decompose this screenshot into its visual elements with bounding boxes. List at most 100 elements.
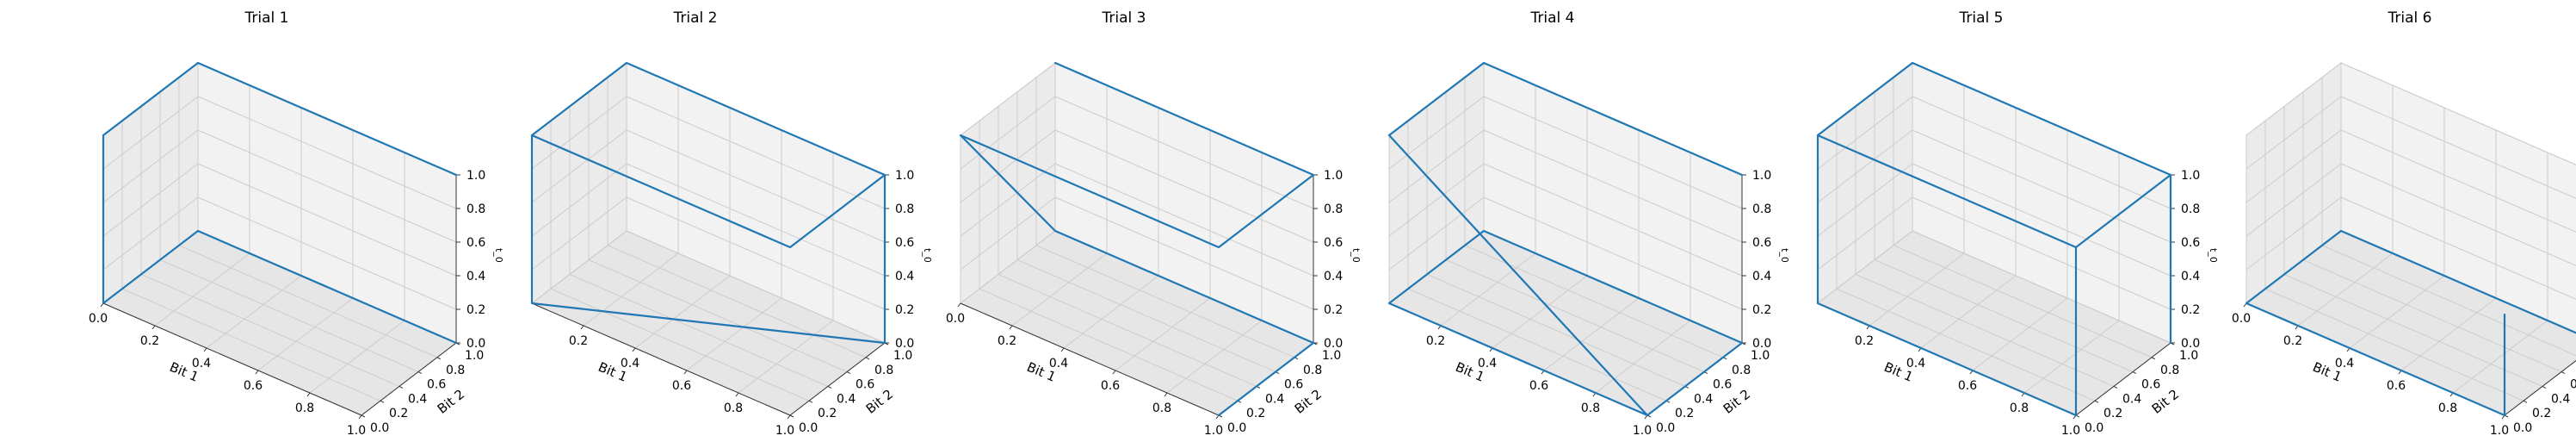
y-tick-label: 1.0 xyxy=(1751,349,1770,363)
x-tick-label: 0.8 xyxy=(1581,402,1600,415)
x-tick-label: 0.2 xyxy=(1855,334,1874,348)
y-tick-label: 0.0 xyxy=(2085,421,2103,435)
panel-trial-4: Trial 40.20.40.60.81.0 0.00.20.40.60.81.0… xyxy=(1387,9,1790,438)
panel-title: Trial 4 xyxy=(1530,9,1575,27)
x-tick-label: 0.6 xyxy=(1101,379,1120,393)
y-tick-mark xyxy=(2542,385,2547,389)
grid-line xyxy=(1874,259,2134,373)
grid-line xyxy=(1388,96,1485,170)
grid-line xyxy=(1035,245,1295,358)
z-tick-label: 0.0 xyxy=(1324,337,1343,351)
grid-line xyxy=(257,297,354,371)
y-tick-mark xyxy=(846,371,851,375)
grid-line xyxy=(2349,275,2445,349)
x-tick-label: 0.8 xyxy=(724,402,743,415)
grid-line xyxy=(1440,252,1536,327)
series-line xyxy=(959,61,1315,417)
x-tick-mark xyxy=(306,392,311,397)
z-tick-label: 0.2 xyxy=(895,303,914,317)
y-tick-mark xyxy=(436,357,442,360)
grid-line xyxy=(1543,297,1640,371)
y-tick-label: 0.6 xyxy=(1284,378,1303,392)
grid-line xyxy=(1115,297,1211,371)
grid-line xyxy=(738,320,834,394)
z-tick-label: 0.0 xyxy=(2181,337,2200,351)
y-tick-mark xyxy=(361,414,366,418)
x-tick-label: 1.0 xyxy=(347,424,366,438)
y-tick-mark xyxy=(380,400,385,403)
x-tick-mark xyxy=(683,370,688,375)
grid-line xyxy=(960,163,1056,237)
grid-line xyxy=(1407,288,1667,402)
grid-line xyxy=(1912,163,2171,277)
x-tick-mark xyxy=(203,347,207,352)
grid-line xyxy=(531,163,627,237)
y-tick-mark xyxy=(865,357,870,360)
y-tick-mark xyxy=(2094,400,2099,403)
grid-line xyxy=(1388,196,1485,271)
grid-line xyxy=(197,129,457,243)
grid-line xyxy=(1054,163,1314,277)
grid-line xyxy=(197,163,457,277)
grid-line xyxy=(2321,245,2576,357)
z-tick-label: 0.2 xyxy=(2181,303,2200,317)
grid-line xyxy=(2302,259,2562,373)
grid-line xyxy=(102,129,199,203)
x-tick-mark xyxy=(151,325,156,330)
y-tick-mark xyxy=(398,385,404,389)
grid-line xyxy=(1912,196,2171,310)
grid-line xyxy=(102,96,199,170)
x-tick-label: 0.4 xyxy=(1049,357,1068,370)
grid-line xyxy=(583,252,679,327)
grid-line xyxy=(2400,297,2497,371)
x-tick-label: 1.0 xyxy=(775,424,794,438)
z-tick-label: 0.2 xyxy=(1752,303,1771,317)
grid-line xyxy=(1054,96,1314,209)
x-tick-mark xyxy=(580,325,584,330)
z-tick-label: 1.0 xyxy=(2181,169,2200,183)
grid-line xyxy=(2023,320,2120,394)
panel-title: Trial 6 xyxy=(2388,9,2432,27)
z-tick-label: 0.4 xyxy=(1752,270,1771,283)
grid-line xyxy=(1483,196,1743,310)
x-tick-label: 0.0 xyxy=(2232,312,2251,326)
z-axis-label: t_0 xyxy=(493,248,504,263)
z-tick-label: 0.0 xyxy=(895,337,914,351)
z-tick-label: 0.6 xyxy=(1324,236,1343,250)
grid-line xyxy=(197,96,457,209)
grid-line xyxy=(960,230,1056,304)
y-axis-line xyxy=(2075,342,2171,416)
x-tick-label: 0.0 xyxy=(89,312,108,326)
y-tick-label: 0.4 xyxy=(408,392,427,406)
z-tick-label: 1.0 xyxy=(1752,169,1771,183)
grid-line xyxy=(2340,196,2576,300)
panel-trial-2: Trial 20.20.40.60.81.0 0.00.20.40.60.81.0… xyxy=(530,9,933,438)
grid-line xyxy=(626,163,886,277)
grid-line xyxy=(960,196,1056,271)
x-axis-line xyxy=(960,302,1220,416)
y-axis-line xyxy=(789,342,886,416)
z-tick-label: 1.0 xyxy=(1324,169,1343,183)
panel-trial-1: Trial 10.00.20.40.60.81.0 0.00.20.40.60.8… xyxy=(89,9,504,438)
x-axis-line xyxy=(102,302,362,416)
grid-line xyxy=(159,259,419,373)
z-axis-label: t_0 xyxy=(1779,248,1790,263)
grid-line xyxy=(121,288,381,402)
grid-line xyxy=(1912,129,2171,243)
grid-line xyxy=(686,297,782,371)
grid-line xyxy=(2246,129,2342,203)
y-tick-label: 0.0 xyxy=(1227,421,1246,435)
z-tick-label: 1.0 xyxy=(466,169,485,183)
grid-line xyxy=(1836,288,2096,402)
x-tick-label: 0.2 xyxy=(2283,334,2302,348)
y-tick-label: 0.4 xyxy=(1265,392,1284,406)
z-tick-label: 0.2 xyxy=(1324,303,1343,317)
grid-line xyxy=(626,96,886,209)
y-tick-label: 0.2 xyxy=(818,407,837,420)
z-tick-label: 0.6 xyxy=(466,236,485,250)
grid-line xyxy=(197,196,457,310)
grid-line xyxy=(588,259,848,373)
y-tick-label: 0.6 xyxy=(2141,378,2160,392)
x-tick-mark xyxy=(632,347,636,352)
x-axis-line xyxy=(531,302,791,416)
